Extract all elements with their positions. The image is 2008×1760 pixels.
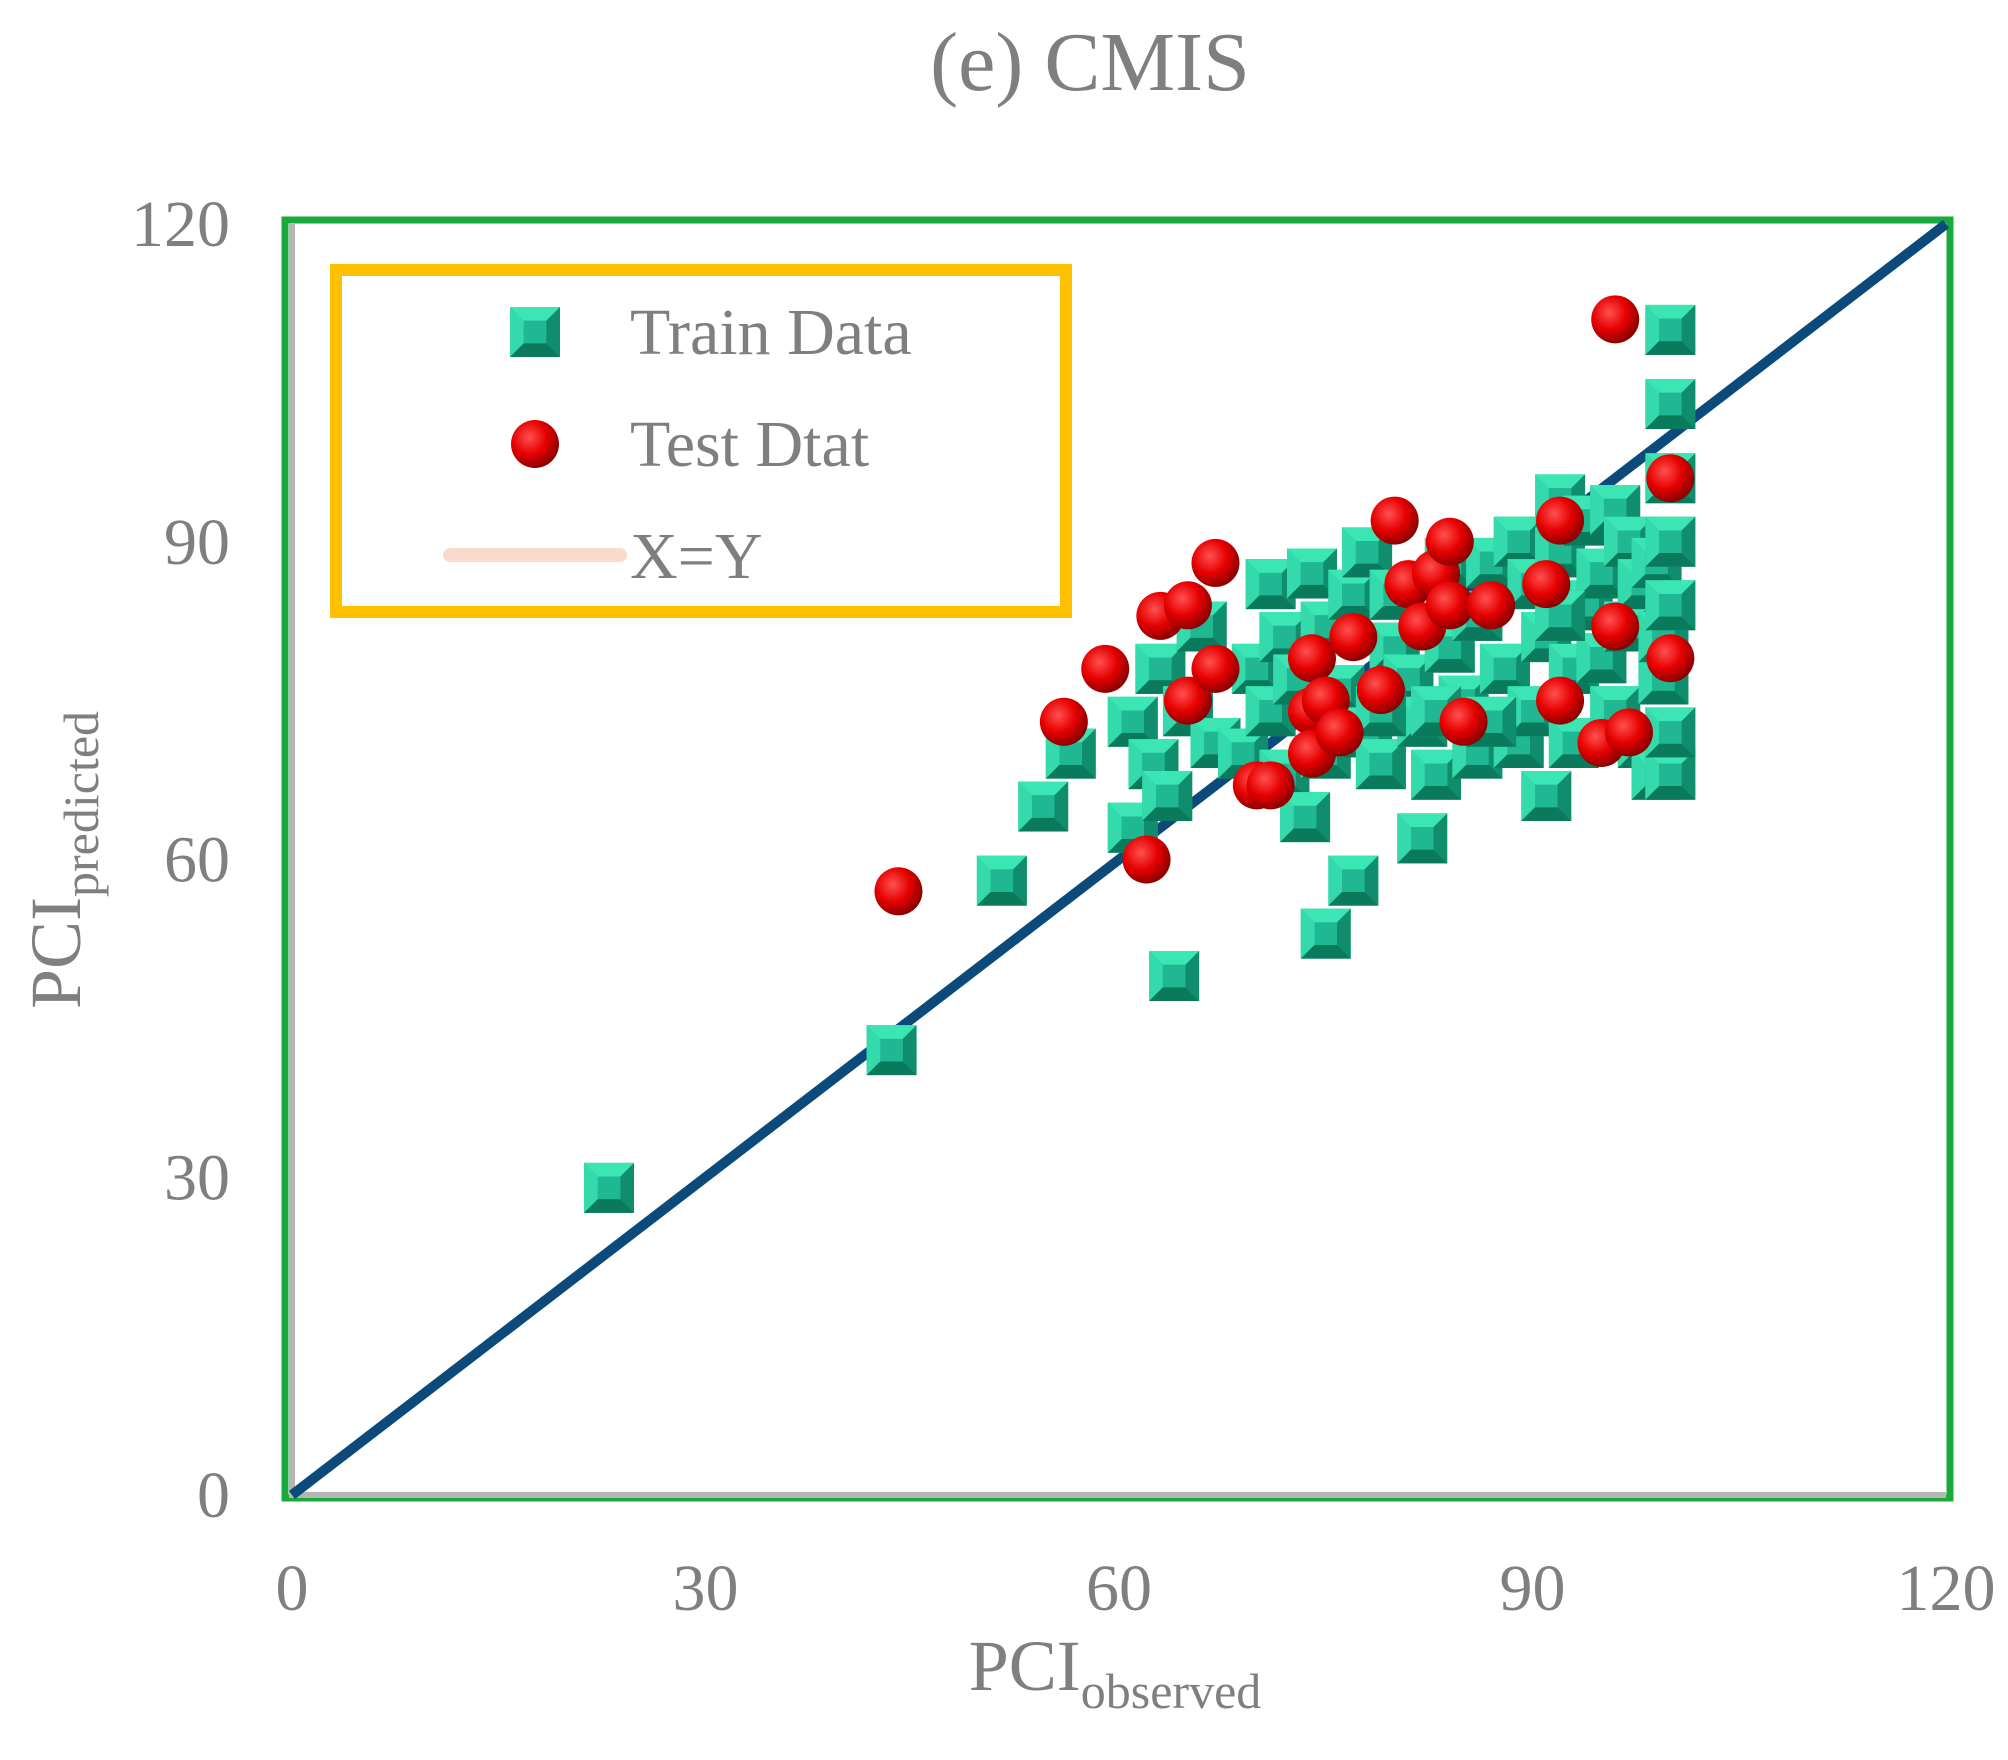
train-point: [1300, 908, 1351, 959]
test-point: [1246, 761, 1295, 810]
train-point: [1149, 951, 1200, 1002]
test-point: [1191, 538, 1240, 587]
y-tick-label: 30: [164, 1141, 230, 1214]
test-point: [1370, 496, 1419, 545]
y-tick-label: 0: [197, 1459, 230, 1532]
train-series: [584, 304, 1696, 1213]
legend-test-circle: [511, 420, 559, 468]
test-point: [1356, 666, 1405, 715]
train-point: [976, 855, 1027, 906]
x-axis-title-main: PCI: [969, 1626, 1081, 1706]
train-point: [1355, 739, 1406, 790]
legend: Train Data Test Dtat X=Y: [330, 264, 1072, 618]
test-point: [1536, 676, 1585, 725]
x-tick-label: 90: [1500, 1552, 1566, 1625]
x-equals-y-line: [288, 220, 1950, 1499]
tick-labels: 0 30 60 90 120 0 30 60 90 120: [131, 188, 1996, 1625]
y-tick-label: 60: [164, 824, 230, 897]
train-point: [1142, 770, 1193, 821]
train-point: [1645, 516, 1696, 567]
test-point: [1081, 644, 1130, 693]
legend-test-label: Test Dtat: [630, 408, 869, 481]
train-point: [1645, 379, 1696, 430]
train-point: [584, 1162, 635, 1213]
train-point: [866, 1025, 917, 1076]
train-point: [1231, 643, 1282, 694]
test-point: [1163, 581, 1212, 630]
test-point: [1329, 613, 1378, 662]
train-point: [1328, 855, 1379, 906]
legend-train-label: Train Data: [630, 296, 912, 369]
test-point: [1425, 581, 1474, 630]
test-point: [1439, 697, 1488, 746]
train-point: [1521, 770, 1572, 821]
x-axis-title-sub: observed: [1081, 1663, 1262, 1719]
y-axis-title: PCIpredicted: [16, 711, 109, 1009]
legend-test-marker: [511, 420, 559, 468]
y-tick-label: 90: [164, 506, 230, 579]
test-point: [1522, 560, 1571, 609]
test-point: [1287, 634, 1336, 683]
test-point: [1425, 517, 1474, 566]
test-point: [1315, 708, 1364, 757]
legend-line-label: X=Y: [630, 520, 763, 593]
test-point: [1122, 835, 1171, 884]
y-tick-label: 120: [131, 188, 230, 261]
legend-train-square: [510, 307, 560, 357]
test-point: [1646, 454, 1695, 503]
train-point: [1645, 749, 1696, 800]
x-axis-title: PCIobserved: [969, 1626, 1262, 1719]
test-point: [1604, 708, 1653, 757]
x-tick-label: 0: [276, 1552, 309, 1625]
chart-title: (e) CMIS: [930, 16, 1250, 109]
test-point: [1191, 644, 1240, 693]
train-point: [1645, 580, 1696, 631]
x-tick-label: 60: [1086, 1552, 1152, 1625]
test-point: [1536, 496, 1585, 545]
y-axis-title-main: PCI: [16, 897, 96, 1009]
test-point: [1467, 581, 1516, 630]
test-point: [1591, 295, 1640, 344]
train-point: [1397, 813, 1448, 864]
train-point: [1018, 781, 1069, 832]
train-point: [1645, 304, 1696, 355]
test-point: [1039, 697, 1088, 746]
test-series: [874, 295, 1695, 916]
test-point: [1646, 634, 1695, 683]
test-point: [1591, 602, 1640, 651]
test-point: [874, 867, 923, 916]
test-point: [1163, 676, 1212, 725]
x-tick-label: 120: [1897, 1552, 1996, 1625]
legend-train-marker: [510, 307, 560, 357]
y-axis-title-sub: predicted: [53, 711, 109, 897]
train-point: [1286, 548, 1337, 599]
x-tick-label: 30: [673, 1552, 739, 1625]
